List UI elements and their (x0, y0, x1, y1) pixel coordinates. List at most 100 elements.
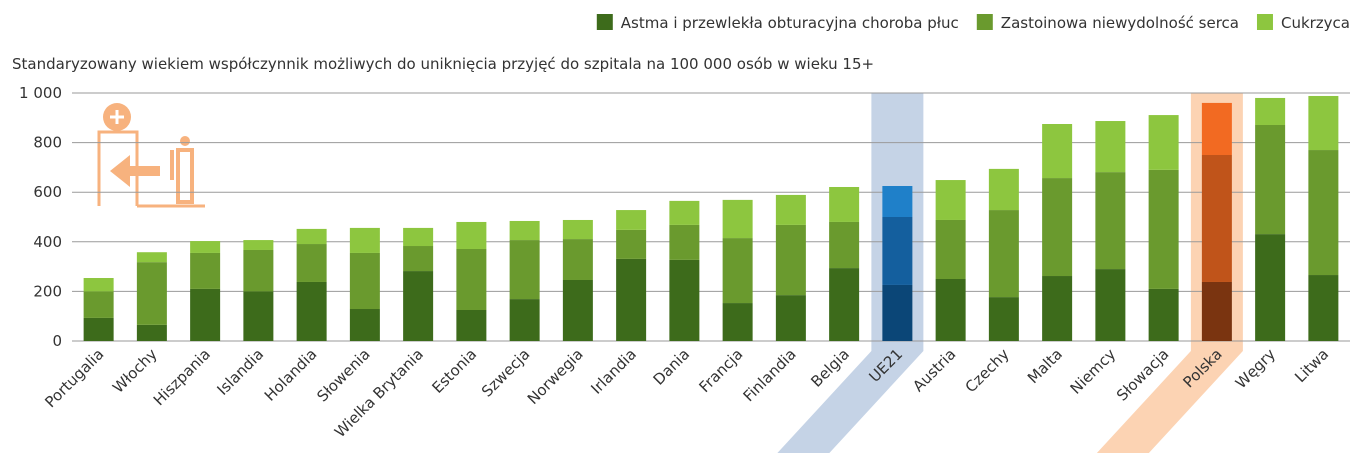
x-tick-label: Francja (696, 345, 747, 396)
bar-segment (562, 239, 593, 280)
bar-segment (1201, 281, 1232, 341)
bar-segment (509, 240, 540, 300)
bar-segment (83, 317, 114, 341)
bar-segment (669, 224, 700, 260)
bar-segment (190, 288, 221, 341)
bar-segment (243, 240, 274, 250)
x-tick-label: Norwegia (524, 345, 587, 408)
bar-segment (1308, 275, 1339, 341)
bar-segment (296, 281, 327, 341)
bar-segment (509, 299, 540, 341)
bar-segment (829, 221, 860, 269)
bar-segment (616, 258, 647, 341)
bar-segment (1042, 178, 1073, 277)
y-tick-label: 1 000 (19, 84, 62, 102)
y-tick-label: 0 (52, 332, 62, 350)
hospital-icon (97, 103, 205, 208)
highlight-band (777, 93, 924, 453)
legend-swatch (1256, 14, 1273, 30)
bar-segment (456, 221, 487, 249)
bar-segment (243, 291, 274, 341)
legend-swatch (596, 14, 613, 30)
legend-label: Zastoinowa niewydolność serca (1001, 14, 1239, 32)
bar-segment (882, 217, 913, 285)
bar-segment (562, 279, 593, 341)
bar-segment (1042, 276, 1073, 341)
y-tick-label: 800 (33, 134, 62, 152)
bar-segment (669, 259, 700, 341)
bar-segment (190, 241, 221, 253)
x-tick-label: Islandia (213, 345, 267, 399)
bar-segment (349, 252, 380, 310)
bar-segment (988, 210, 1019, 298)
bar-segment (829, 268, 860, 341)
bar-segment (1308, 95, 1339, 151)
y-tick-label: 400 (33, 233, 62, 251)
bar-segment (935, 279, 966, 341)
bar-segment (988, 297, 1019, 341)
x-tick-label: Litwa (1291, 345, 1332, 386)
chart-subtitle: Standaryzowany wiekiem współczynnik możl… (12, 55, 874, 73)
bar-segment (775, 224, 806, 296)
bar-segment (616, 229, 647, 259)
bar-segment (403, 246, 434, 272)
bar-segment (83, 291, 114, 318)
bar-segment (722, 199, 753, 239)
bar-segment (296, 244, 327, 282)
bar-segment (775, 194, 806, 225)
bar-segment (296, 228, 327, 245)
x-tick-label: Dania (650, 345, 694, 389)
bar-segment (136, 252, 167, 263)
bar-segment (722, 238, 753, 304)
bar-segment (1148, 169, 1179, 289)
bar-segment (1255, 124, 1286, 235)
bar-segment (669, 200, 700, 225)
bar-segment (616, 210, 647, 230)
bar-segment (1095, 172, 1126, 270)
bar-segment (456, 248, 487, 310)
bar-segment (403, 271, 434, 341)
bar-segment (935, 219, 966, 279)
bar-segment (1148, 288, 1179, 341)
bar-segment (349, 309, 380, 341)
bar-segment (509, 220, 540, 241)
bar-segment (1201, 155, 1232, 282)
x-tick-label: Szwecja (478, 345, 534, 401)
bar-segment (83, 278, 114, 292)
bar-segment (243, 249, 274, 292)
bar-segment (136, 324, 167, 341)
bar-segment (456, 310, 487, 341)
bar-segment (1308, 150, 1339, 276)
x-tick-label: Irlandia (587, 345, 640, 398)
bar-segment (403, 227, 434, 247)
y-tick-label: 600 (33, 183, 62, 201)
x-tick-label: Portugalia (41, 345, 107, 411)
bar-segment (136, 262, 167, 325)
x-tick-label: Holandia (261, 345, 321, 405)
bar-segment (349, 227, 380, 253)
bar-segment (775, 295, 806, 341)
bar-segment (1201, 102, 1232, 155)
legend-label: Cukrzyca (1281, 14, 1350, 32)
bar-segment (882, 186, 913, 217)
bar-segment (722, 303, 753, 341)
legend-label: Astma i przewlekła obturacyjna choroba p… (621, 14, 959, 32)
bar-segment (1095, 121, 1126, 173)
bar-segment (935, 180, 966, 220)
x-tick-label: Niemcy (1067, 345, 1120, 398)
x-tick-label: Finlandia (740, 345, 800, 405)
x-tick-label: Malta (1024, 345, 1066, 387)
bar-segment (1255, 97, 1286, 125)
bar-segment (882, 284, 913, 341)
bar-segment (829, 186, 860, 222)
bar-segment (1042, 124, 1073, 179)
y-tick-label: 200 (33, 282, 62, 300)
bar-segment (1095, 269, 1126, 341)
bar-segment (562, 219, 593, 240)
x-tick-label: Włochy (109, 345, 161, 397)
x-tick-label: Czechy (962, 345, 1013, 396)
x-tick-label: Hiszpania (150, 345, 214, 409)
bar-segment (1148, 115, 1179, 170)
bar-segment (1255, 234, 1286, 341)
